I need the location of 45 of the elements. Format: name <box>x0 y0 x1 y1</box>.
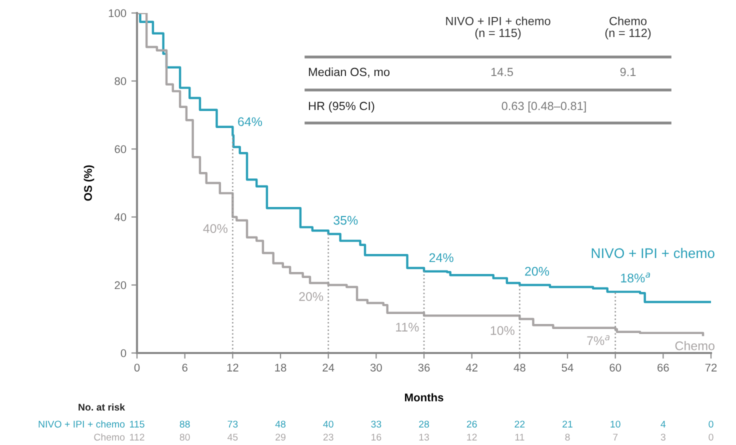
x-tick-label: 18 <box>275 364 286 372</box>
text: NIVO + IPI + chemo <box>592 248 714 258</box>
text: 115 88 73 48 40 33 28 26 22 21 10 4 0 <box>130 420 714 428</box>
x-tick-label: 72 <box>705 364 717 372</box>
text: No. at risk <box>78 403 126 411</box>
annotation: 9.1 <box>620 68 636 76</box>
x-tick-label: 60 <box>610 364 622 372</box>
text: Chemo <box>94 433 125 441</box>
y-tick-label: 80 <box>114 77 126 86</box>
text: NIVO + IPI + chemo <box>38 420 125 428</box>
x-tick-label: 30 <box>370 364 382 372</box>
annotation: 0.63 [0.48–0.81] <box>502 102 586 112</box>
x-tick-label: 36 <box>418 364 430 372</box>
annotation: 35% <box>334 216 358 225</box>
annotation: Median OS, mo <box>308 68 390 78</box>
x-tick-label: 42 <box>466 364 478 372</box>
annotation: 24% <box>429 253 454 262</box>
annotation: 20% <box>525 266 550 276</box>
y-tick-label: 40 <box>114 213 126 222</box>
annotation: 40% <box>203 224 228 233</box>
annotation: 14.5 <box>491 68 513 76</box>
annotation: 18%$^{a}$ <box>621 272 650 282</box>
x-tick-label: 12 <box>227 364 238 372</box>
x-axis-title: Months <box>404 393 444 402</box>
annotation: 10% <box>490 326 514 335</box>
series-label: Chemo <box>675 341 714 350</box>
annotation: NIVO + IPI + chemo (n = 115) <box>446 16 550 40</box>
text: 112 80 45 29 23 16 13 12 11 8 7 3 0 <box>130 434 714 441</box>
x-tick-label: 6 <box>182 364 188 372</box>
y-tick-label: 60 <box>114 145 126 154</box>
x-tick-label: 66 <box>658 364 669 372</box>
y-axis-title: OS (%) <box>84 165 94 201</box>
annotation: 64% <box>238 117 262 126</box>
x-tick-label: 48 <box>514 364 526 372</box>
annotation: 7%$^{a}$ <box>587 335 610 346</box>
annotation: 20% <box>299 292 324 301</box>
annotation: 11% <box>396 322 419 332</box>
y-tick-label: 0 <box>120 349 126 358</box>
y-tick-label: 100 <box>108 9 126 18</box>
annotation: Chemo (n = 112) <box>605 16 651 40</box>
y-tick-label: 20 <box>114 281 126 290</box>
annotation: HR (95% CI) <box>308 102 374 112</box>
x-tick-label: 54 <box>562 364 574 372</box>
x-tick-label: 24 <box>322 364 334 372</box>
x-tick-label: 0 <box>134 364 140 372</box>
